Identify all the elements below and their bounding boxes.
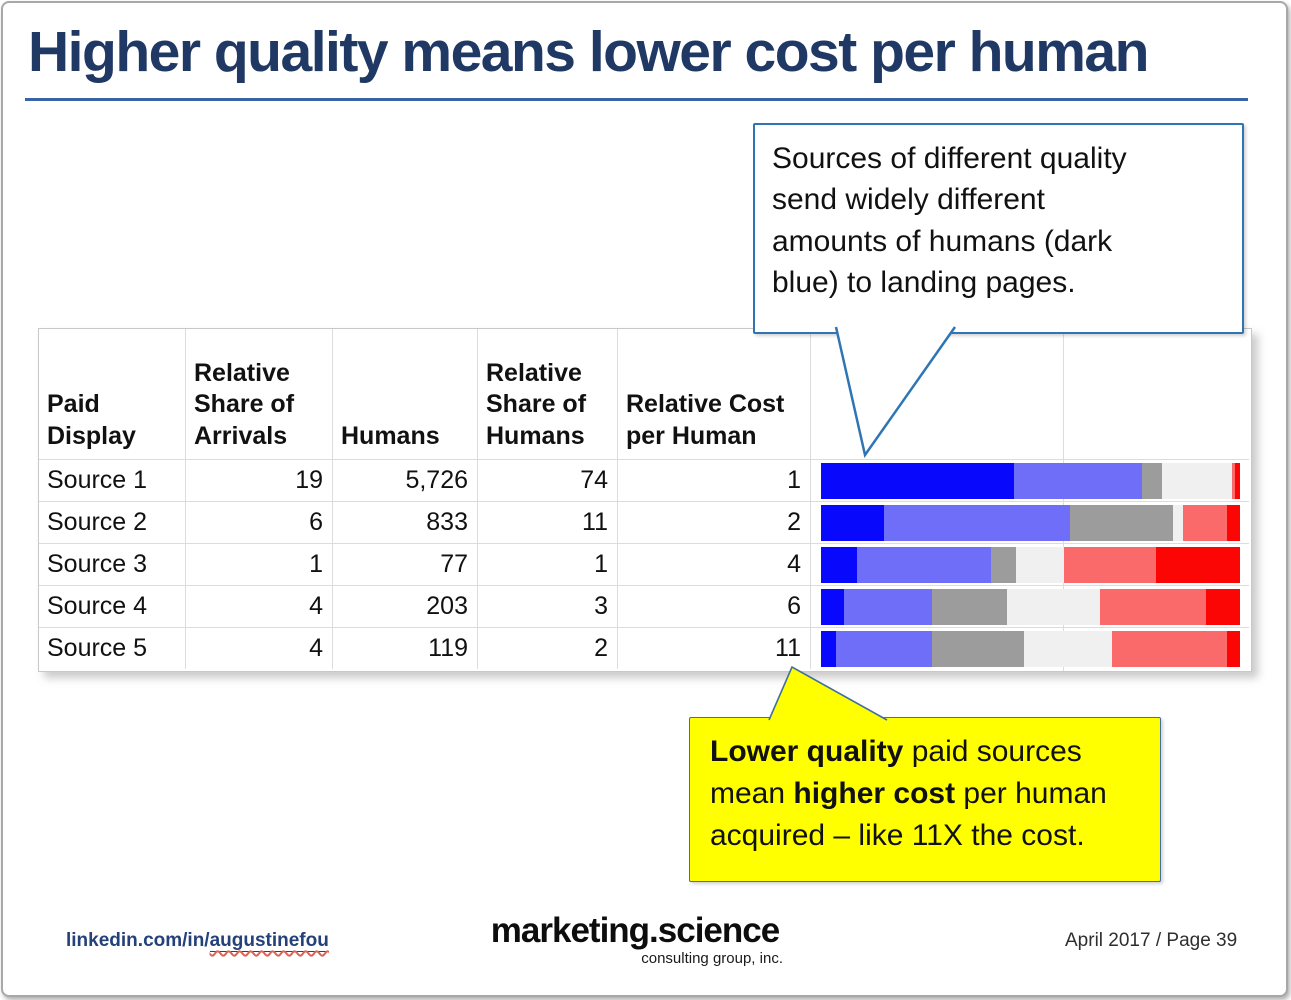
value-cell: 11 [478,501,618,543]
data-table-block: Paid Display Relative Share of Arrivals Hu… [38,328,1252,672]
stacked-bar [821,631,1240,667]
bar-segment-salmon [1112,631,1228,667]
value-cell: 1 [186,543,333,585]
title-underline [25,98,1248,101]
table-header-cell: Relative Share of Humans [478,329,618,459]
value-cell: 1 [478,543,618,585]
table-header-cell: Humans [333,329,478,459]
callout-top-quality-sources: Sources of different quality send widely… [753,123,1244,334]
value-cell: 6 [186,501,333,543]
bar-segment-light-gray [1024,631,1113,667]
brand-logo-text: marketing.science [490,911,780,950]
row-label-cell: Source 1 [39,459,186,501]
bar-segment-red [1156,547,1240,583]
bar-segment-light-gray [1015,547,1064,583]
value-cell: 3 [478,585,618,627]
bar-segment-salmon [1099,589,1207,625]
chart-header-cell [811,329,1249,459]
bar-segment-gray [1141,463,1163,499]
bar-segment-gray [1070,505,1173,541]
bar-segment-salmon [1063,547,1157,583]
bar-segment-red [1227,505,1240,541]
bar-segment-light-gray [1172,505,1184,541]
stacked-bar [821,547,1240,583]
data-table: Paid Display Relative Share of Arrivals Hu… [39,329,1251,669]
callout-bottom-lower-quality: Lower quality paid sources mean higher c… [689,717,1161,882]
chart-vertical-gridline [1063,329,1064,671]
value-cell: 6 [618,585,811,627]
bar-cell [811,585,1249,627]
bar-segment-medium-blue [856,547,991,583]
bar-segment-red [1234,463,1240,499]
bar-segment-gray [990,547,1016,583]
table-header-cell: Relative Cost per Human [618,329,811,459]
callout-bottom-tail [769,667,887,721]
bar-segment-dark-blue [821,631,836,667]
linkedin-link[interactable]: linkedin.com/in/augustinefou [66,930,329,952]
value-cell: 4 [618,543,811,585]
date-page-number: April 2017 / Page 39 [1065,930,1238,951]
callout-bottom-text: Lower quality paid sources mean higher c… [710,735,1107,852]
stacked-bar [821,505,1240,541]
bar-segment-red [1206,589,1240,625]
bar-segment-dark-blue [821,463,1014,499]
value-cell: 5,726 [333,459,478,501]
bar-segment-dark-blue [821,547,857,583]
bar-segment-medium-blue [883,505,1071,541]
row-label-cell: Source 5 [39,627,186,669]
linkedin-handle: augustinefou [209,930,329,952]
brand-block: marketing.science consulting group, inc. [485,911,785,967]
bar-segment-dark-blue [821,589,845,625]
bar-segment-dark-blue [821,505,884,541]
bar-segment-medium-blue [1013,463,1142,499]
value-cell: 74 [478,459,618,501]
bar-segment-salmon [1231,463,1235,499]
linkedin-prefix: linkedin.com/in/ [66,930,210,951]
table-header-cell: Relative Share of Arrivals [186,329,333,459]
bar-segment-medium-blue [835,631,933,667]
table-header-cell: Paid Display [39,329,186,459]
value-cell: 2 [478,627,618,669]
bar-segment-salmon [1183,505,1228,541]
callout-top-text: Sources of different quality send widely… [772,142,1127,300]
stacked-bar [821,463,1240,499]
value-cell: 77 [333,543,478,585]
brand-subtitle: consulting group, inc. [641,949,783,967]
stacked-bar [821,589,1240,625]
value-cell: 4 [186,585,333,627]
value-cell: 1 [618,459,811,501]
slide-title: Higher quality means lower cost per huma… [28,20,1149,84]
value-cell: 833 [333,501,478,543]
callout-bottom-tail-border [768,665,888,721]
value-cell: 4 [186,627,333,669]
row-label-cell: Source 3 [39,543,186,585]
row-label-cell: Source 4 [39,585,186,627]
value-cell: 11 [618,627,811,669]
value-cell: 203 [333,585,478,627]
bar-cell [811,627,1249,669]
bar-segment-red [1227,631,1240,667]
bar-segment-gray [932,589,1008,625]
value-cell: 119 [333,627,478,669]
row-label-cell: Source 2 [39,501,186,543]
bar-segment-light-gray [1007,589,1100,625]
bar-segment-light-gray [1162,463,1232,499]
bar-segment-gray [932,631,1025,667]
bar-segment-medium-blue [844,589,933,625]
bar-cell [811,501,1249,543]
value-cell: 19 [186,459,333,501]
bar-cell [811,459,1249,501]
value-cell: 2 [618,501,811,543]
bar-cell [811,543,1249,585]
